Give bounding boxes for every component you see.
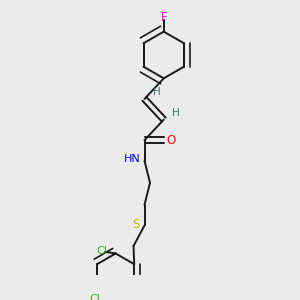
Text: Cl: Cl bbox=[96, 246, 107, 256]
Text: HN: HN bbox=[124, 154, 140, 164]
Text: S: S bbox=[133, 218, 140, 231]
Text: F: F bbox=[160, 11, 167, 24]
Text: O: O bbox=[167, 134, 176, 147]
Text: H: H bbox=[172, 108, 180, 118]
Text: Cl: Cl bbox=[89, 294, 100, 300]
Text: H: H bbox=[153, 87, 161, 97]
